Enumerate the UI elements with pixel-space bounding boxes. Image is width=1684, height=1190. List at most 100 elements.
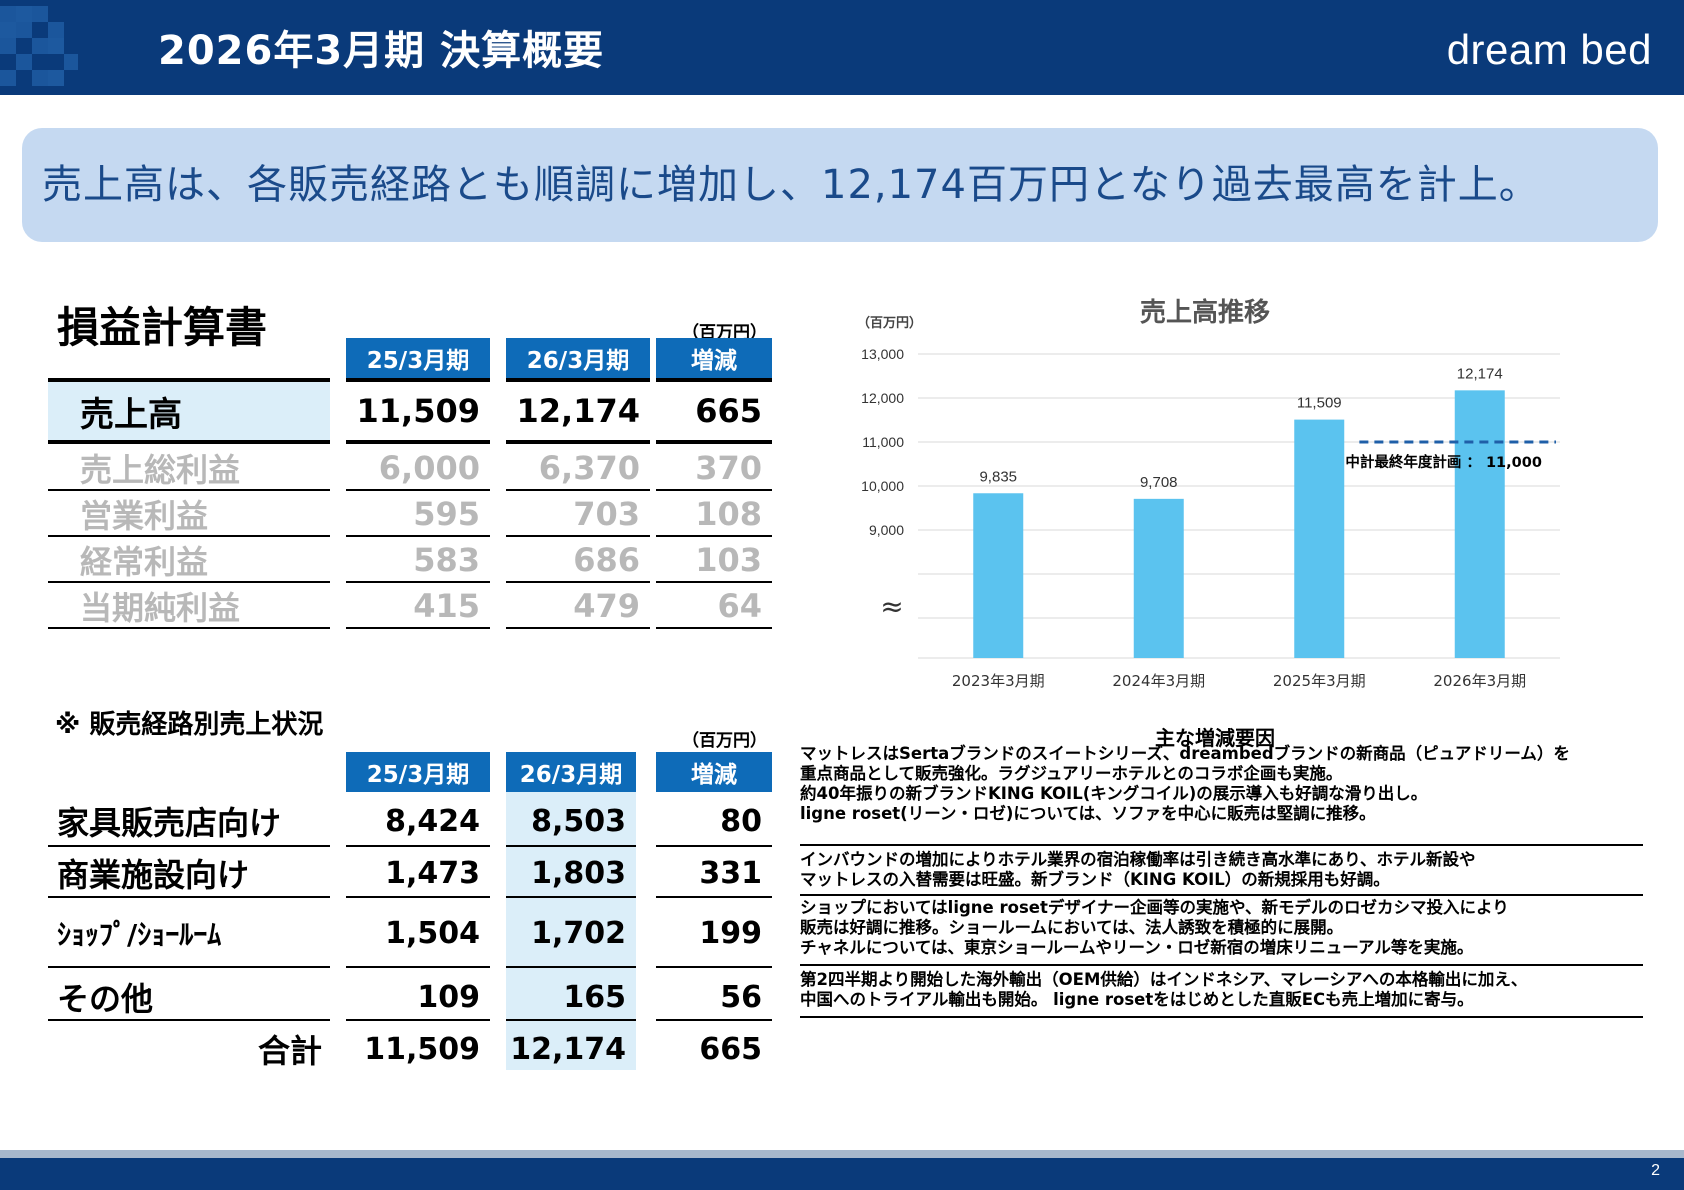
income-cell: 6,370 [538,449,640,487]
chart-bar [1294,419,1345,658]
factor-item: ショップにおいてはligne rosetデザイナー企画等の実施や、新モデルのロゼ… [800,898,1640,958]
factor-line: 第2四半期より開始した海外輸出（OEM供給）はインドネシア、マレーシアへの本格輸… [800,970,1528,989]
channel-col-prev: 25/3月期 [346,752,490,792]
income-rule [506,440,650,444]
income-rule [656,627,772,629]
chart-ytick-label: 13,000 [861,346,904,362]
income-cell: 64 [717,587,762,625]
income-rule [346,581,490,583]
channel-total-cell: 11,509 [364,1031,480,1067]
channel-cell: 199 [699,915,762,951]
chart-reference-label: 中計最終年度計画 ： 11,000 [1345,453,1542,471]
income-cell: 11,509 [356,392,480,430]
income-rule [48,489,330,491]
factor-line: インバウンドの増加によりホテル業界の宿泊稼働率は引き続き高水準にあり、ホテル新設… [800,850,1476,869]
channel-rule [48,845,330,847]
income-rule [656,581,772,583]
chart-bar [973,493,1024,658]
chart-xtick-label: 2023年3月期 [952,672,1045,690]
income-rule [656,535,772,537]
chart-data-label: 9,708 [1140,474,1178,491]
factor-line: マットレスはSertaブランドのスイートシリーズ、dreambedブランドの新商… [800,744,1570,763]
chart-ytick-label: 11,000 [862,434,904,450]
factor-rule [800,844,1643,846]
income-col-curr: 26/3月期 [506,338,650,378]
factor-line: チャネルについては、東京ショールームやリーン・ロゼ新宿の増床リニューアル等を実施… [800,938,1474,957]
channel-row-label: ｼｮｯﾌﾟ/ｼｮｰﾙｰﾑ [57,918,222,951]
channel-rule [506,896,636,898]
factor-line: 中国へのトライアル輸出も開始。 ligne rosetをはじめとした直販ECも売… [800,990,1474,1009]
income-top-rule [656,378,772,382]
chart-axis-break: ≈ [880,590,903,623]
chart-bar [1454,390,1505,658]
income-rule [346,489,490,491]
channel-cell: 8,424 [385,803,480,839]
channel-cell: 1,473 [385,855,480,891]
income-cell: 479 [573,587,640,625]
channel-rule [48,1019,330,1021]
income-rule [346,535,490,537]
channel-current-highlight [506,792,636,1070]
chart-bar [1133,498,1184,658]
header-bar: 2026年3月期 決算概要 dream bed [0,0,1684,95]
factor-line: 重点商品として販売強化。ラグジュアリーホテルとのコラボ企画も実施。 [800,764,1343,783]
page-title: 2026年3月期 決算概要 [158,28,605,74]
factor-line: ligne roset(リーン・ロゼ)については、ソファを中心に販売は堅調に推移… [800,804,1376,823]
income-rule [48,440,330,444]
chart-data-label: 11,509 [1297,395,1342,412]
factor-item: マットレスはSertaブランドのスイートシリーズ、dreambedブランドの新商… [800,744,1640,824]
income-row-label: 営業利益 [80,497,209,535]
header-decoration-icon [0,0,90,95]
income-col-diff: 増減 [656,338,772,378]
company-logo: dream bed [1446,26,1652,73]
income-rule [506,489,650,491]
channel-cell: 1,803 [531,855,626,891]
factor-rule [800,1016,1643,1018]
factor-line: 販売は好調に推移。ショールームにおいては、法人誘致を積極的に展開。 [800,918,1344,937]
summary-banner: 売上高は、各販売経路とも順調に増加し、12,174百万円となり過去最高を計上。 [22,128,1658,242]
channel-cell: 56 [720,979,762,1015]
chart-unit: （百万円） [857,316,923,331]
chart-ytick-label: 9,000 [869,522,904,538]
channel-rule [346,896,490,898]
income-rule [656,489,772,491]
income-row-label: 売上高 [48,382,330,440]
channel-cell: 165 [563,979,626,1015]
income-row-label: 経常利益 [80,543,209,581]
channel-rule [506,845,636,847]
income-rule [48,627,330,629]
chart-xtick-label: 2024年3月期 [1112,672,1205,690]
income-rule [506,535,650,537]
income-rule [656,440,772,444]
channel-sales-title: ※ 販売経路別売上状況 [55,710,324,740]
factor-rule [800,964,1643,966]
channel-row-label: 家具販売店向け [57,804,282,842]
channel-total-cell: 665 [699,1031,762,1067]
channel-row-label: その他 [57,980,154,1018]
factor-line: マットレスの入替需要は旺盛。新ブランド（KING KOIL）の新規採用も好調。 [800,870,1390,889]
channel-rule [656,966,772,968]
factors-title: 主な増減要因 [1155,726,1275,750]
channel-col-diff: 増減 [656,752,772,792]
factor-item: 第2四半期より開始した海外輸出（OEM供給）はインドネシア、マレーシアへの本格輸… [800,970,1640,1010]
income-cell: 12,174 [516,392,640,430]
channel-rule [346,966,490,968]
income-cell: 415 [413,587,480,625]
factor-rule [800,894,1643,896]
channel-cell: 1,702 [531,915,626,951]
income-cell: 6,000 [378,449,480,487]
channel-rule [346,1019,490,1021]
summary-text: 売上高は、各販売経路とも順調に増加し、12,174百万円となり過去最高を計上。 [42,162,1540,208]
income-statement-title: 損益計算書 [57,303,268,352]
income-cell: 583 [413,541,480,579]
chart-data-label: 12,174 [1457,365,1503,382]
footer-bar: 2 [0,1158,1684,1190]
page-number: 2 [1651,1162,1660,1179]
channel-col-curr: 26/3月期 [506,752,636,792]
channel-cell: 1,504 [385,915,480,951]
channel-cell: 109 [417,979,480,1015]
income-cell: 686 [573,541,640,579]
factor-item: インバウンドの増加によりホテル業界の宿泊稼働率は引き続き高水準にあり、ホテル新設… [800,850,1640,890]
income-col-prev: 25/3月期 [346,338,490,378]
income-row-label: 当期純利益 [80,589,241,627]
